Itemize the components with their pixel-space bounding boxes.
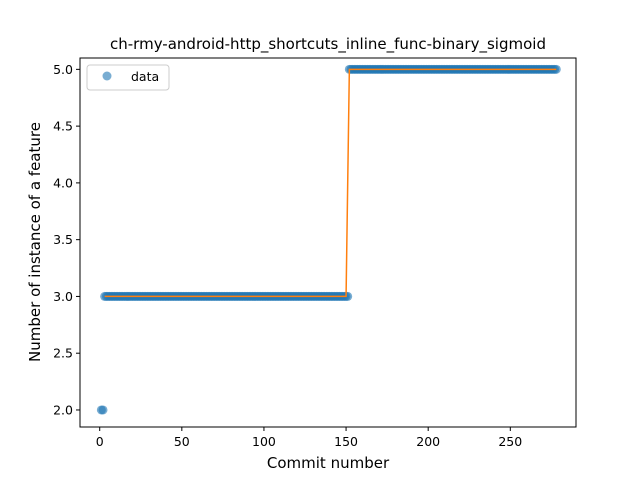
- y-tick-label: 2.5: [53, 346, 73, 361]
- data-point: [98, 405, 108, 415]
- y-tick-label: 4.0: [53, 175, 73, 190]
- y-tick-label: 3.5: [53, 232, 73, 247]
- x-tick-label: 100: [252, 434, 276, 449]
- fit-line: [104, 68, 557, 298]
- y-tick-label: 3.0: [53, 289, 73, 304]
- legend: data: [86, 64, 170, 91]
- x-tick-label: 50: [174, 434, 190, 449]
- y-axis-label: Number of instance of a feature: [26, 122, 44, 362]
- x-tick-label: 150: [334, 434, 358, 449]
- legend-marker: [102, 71, 112, 81]
- x-tick-label: 250: [498, 434, 522, 449]
- y-axis: 2.0 2.5 3.0 3.5 4.0 4.5 5.0: [53, 62, 80, 417]
- x-axis: 0 50 100 150 200 250: [96, 427, 522, 449]
- x-tick-label: 200: [416, 434, 440, 449]
- legend-label: data: [131, 69, 159, 84]
- x-axis-label: Commit number: [267, 454, 390, 472]
- y-tick-label: 5.0: [53, 62, 73, 77]
- legend-box: [86, 64, 170, 91]
- y-tick-label: 2.0: [53, 402, 73, 417]
- plot-frame: [79, 57, 577, 428]
- y-tick-label: 4.5: [53, 119, 73, 134]
- plot-marks: [96, 64, 561, 415]
- x-tick-label: 0: [96, 434, 104, 449]
- chart-title: ch-rmy-android-http_shortcuts_inline_fun…: [110, 35, 546, 54]
